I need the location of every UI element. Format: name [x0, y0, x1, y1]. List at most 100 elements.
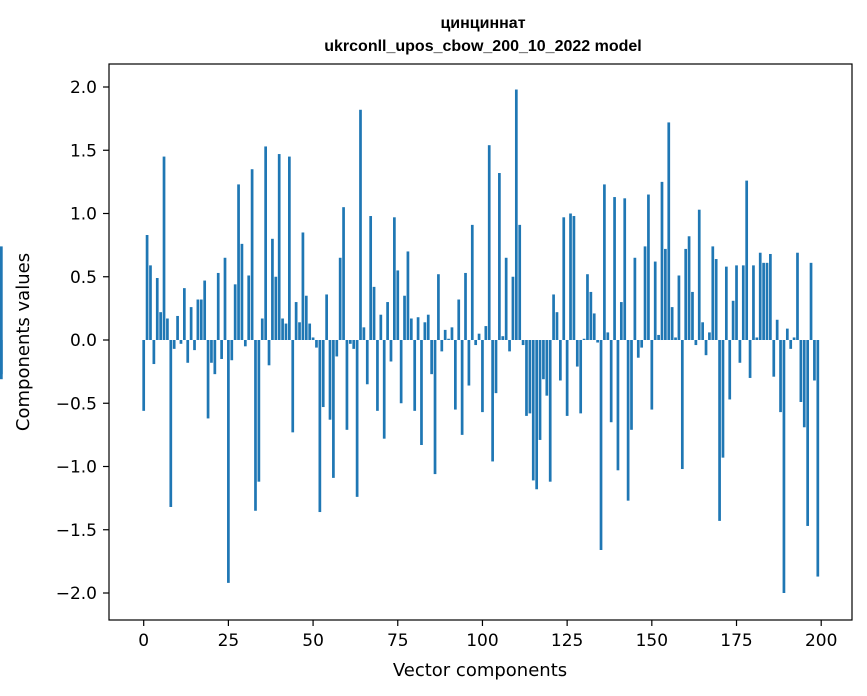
- bar: [765, 262, 769, 340]
- bar: [396, 270, 400, 340]
- bar: [423, 322, 427, 340]
- chart-subtitle: ukrconll_upos_cbow_200_10_2022 model: [324, 38, 641, 55]
- bar: [779, 340, 782, 413]
- bar: [599, 340, 603, 550]
- bar: [640, 340, 644, 348]
- bar: [399, 340, 403, 404]
- y-tick-label: −1.0: [56, 458, 97, 478]
- bar: [328, 340, 332, 420]
- bar: [491, 340, 494, 462]
- bar: [796, 252, 799, 340]
- bar: [250, 169, 254, 340]
- bar: [189, 307, 193, 340]
- bar: [521, 340, 525, 346]
- bar: [386, 302, 389, 340]
- bar: [230, 340, 234, 361]
- bar: [643, 246, 647, 340]
- x-tick-label: 125: [551, 631, 583, 651]
- bar: [531, 340, 535, 481]
- bar: [799, 340, 803, 402]
- bar: [542, 340, 545, 380]
- bar: [687, 236, 691, 340]
- bar: [772, 340, 776, 377]
- bar: [210, 340, 213, 363]
- bar: [653, 261, 657, 340]
- bar: [243, 340, 247, 347]
- bar: [240, 243, 244, 340]
- bar: [484, 326, 488, 340]
- bar: [379, 314, 383, 340]
- bar: [152, 340, 156, 365]
- x-tick-label: 175: [720, 631, 752, 651]
- bar: [657, 334, 660, 340]
- bar: [514, 89, 518, 340]
- x-axis-label: Vector components: [393, 660, 567, 681]
- bar: [155, 278, 159, 340]
- bar: [579, 340, 583, 414]
- y-tick-label: 1.0: [70, 205, 97, 225]
- bar: [785, 328, 789, 340]
- bar: [559, 340, 562, 381]
- x-tick-label: 50: [302, 631, 324, 651]
- bar: [508, 340, 511, 352]
- bar: [782, 340, 786, 593]
- bar: [284, 323, 288, 340]
- x-tick-label: 25: [218, 631, 240, 651]
- bar: [674, 337, 677, 340]
- bar: [481, 340, 484, 413]
- bar: [369, 216, 373, 340]
- bar: [606, 332, 610, 340]
- bar: [149, 265, 152, 340]
- bar: [206, 340, 210, 419]
- bar: [321, 340, 325, 408]
- bar: [227, 340, 230, 583]
- bar: [311, 337, 315, 340]
- bar: [626, 340, 630, 501]
- y-tick-label: −0.5: [56, 394, 97, 414]
- bar: [257, 340, 261, 482]
- bar: [254, 340, 257, 511]
- bars-group: [0, 89, 820, 593]
- bar: [748, 340, 752, 378]
- x-tick-label: 200: [805, 631, 837, 651]
- bar: [708, 332, 711, 340]
- bar: [525, 340, 528, 416]
- bar: [569, 213, 572, 340]
- bar: [145, 235, 149, 340]
- x-tick-label: 0: [138, 631, 149, 651]
- bar: [294, 302, 298, 340]
- bar: [650, 340, 654, 410]
- bar: [196, 299, 200, 340]
- bar: [792, 337, 796, 340]
- bar: [271, 238, 274, 340]
- chart-title: цинциннат: [440, 15, 525, 32]
- bar: [562, 217, 566, 340]
- bar: [389, 340, 393, 362]
- bar: [802, 340, 806, 428]
- bar: [809, 262, 813, 340]
- bar: [572, 216, 576, 340]
- bar: [426, 314, 430, 340]
- bar: [199, 299, 203, 340]
- bar: [609, 340, 613, 423]
- bar: [430, 340, 433, 375]
- bar: [504, 257, 508, 340]
- bar: [342, 207, 345, 340]
- bar: [755, 337, 759, 340]
- y-tick-label: 0.0: [70, 331, 97, 351]
- bar: [501, 336, 505, 340]
- bar: [237, 184, 240, 340]
- bar: [348, 340, 352, 344]
- bar: [636, 340, 640, 358]
- bar: [813, 340, 816, 381]
- bar: [565, 340, 569, 416]
- bar: [701, 322, 704, 340]
- y-tick-label: 1.5: [70, 141, 97, 161]
- bar: [420, 340, 423, 445]
- bar: [193, 340, 196, 351]
- bar: [613, 197, 616, 340]
- bar: [437, 274, 440, 340]
- bar: [345, 340, 349, 430]
- bar: [498, 173, 501, 340]
